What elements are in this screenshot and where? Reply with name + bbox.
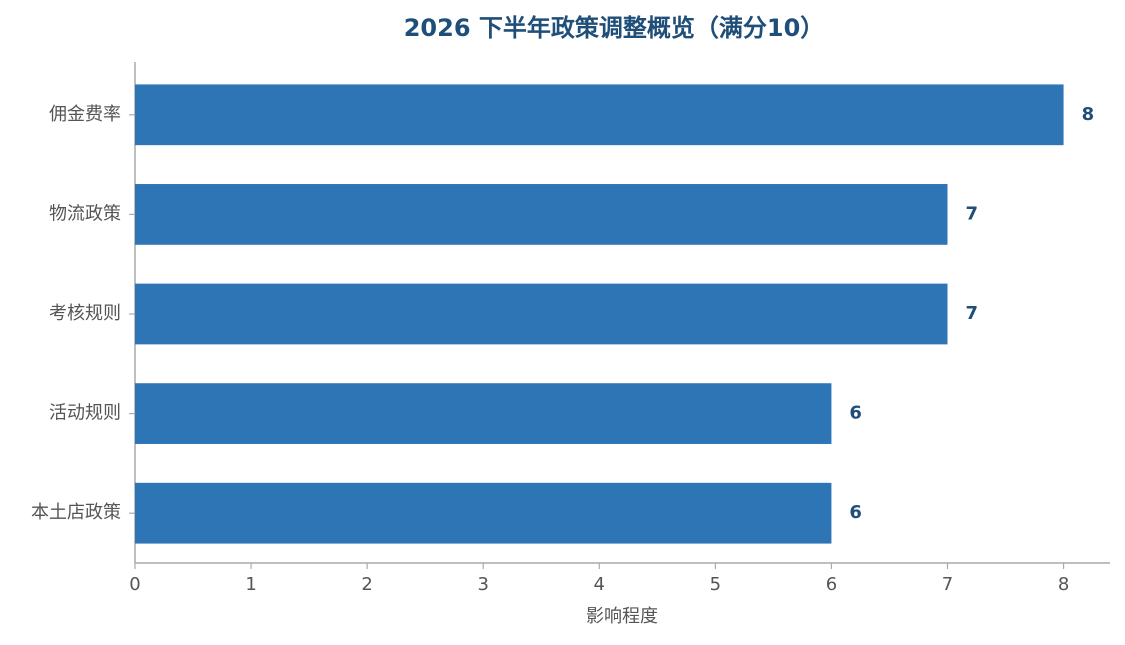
y-tick-label: 考核规则	[49, 303, 121, 324]
x-tick-label: 2	[361, 574, 372, 595]
x-tick-label: 7	[942, 574, 953, 595]
x-tick-label: 4	[594, 574, 605, 595]
x-tick-label: 3	[477, 574, 488, 595]
y-tick-label: 物流政策	[49, 203, 121, 224]
value-label: 6	[849, 403, 862, 424]
y-tick-label: 本土店政策	[31, 502, 121, 523]
x-tick-label: 0	[129, 574, 140, 595]
value-label: 8	[1082, 104, 1095, 125]
value-label: 6	[849, 502, 862, 523]
x-tick-label: 1	[245, 574, 256, 595]
x-tick-label: 8	[1058, 574, 1069, 595]
y-tick-label: 佣金费率	[49, 104, 121, 125]
bar	[135, 283, 948, 345]
bar	[135, 482, 832, 544]
bar	[135, 383, 832, 444]
bar	[135, 84, 1064, 146]
x-tick-label: 6	[826, 574, 837, 595]
value-label: 7	[966, 303, 979, 324]
chart-title: 2026 下半年政策调整概览（满分10）	[404, 14, 825, 42]
y-tick-label: 活动规则	[49, 403, 121, 424]
value-label: 7	[966, 203, 979, 224]
bar	[135, 184, 948, 245]
x-tick-label: 5	[710, 574, 721, 595]
x-axis-label: 影响程度	[586, 606, 658, 627]
